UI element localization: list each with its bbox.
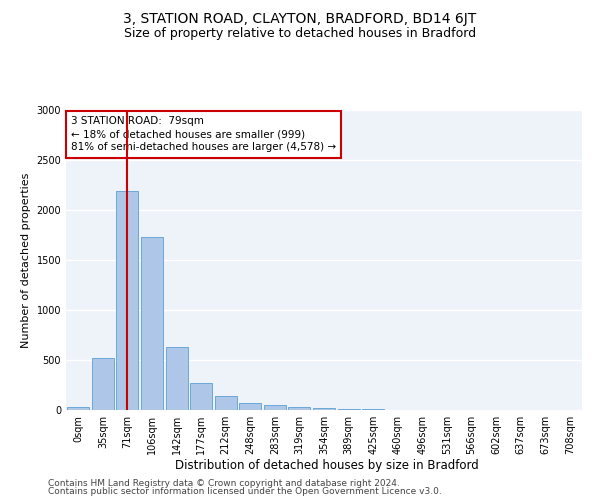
Bar bbox=[313, 408, 335, 410]
Text: Contains HM Land Registry data © Crown copyright and database right 2024.: Contains HM Land Registry data © Crown c… bbox=[48, 478, 400, 488]
Bar bbox=[264, 405, 286, 410]
Bar bbox=[338, 408, 359, 410]
Bar bbox=[166, 346, 188, 410]
Bar bbox=[289, 407, 310, 410]
Text: Distribution of detached houses by size in Bradford: Distribution of detached houses by size … bbox=[175, 460, 479, 472]
Text: Size of property relative to detached houses in Bradford: Size of property relative to detached ho… bbox=[124, 28, 476, 40]
Bar bbox=[116, 190, 139, 410]
Bar bbox=[67, 407, 89, 410]
Bar bbox=[215, 396, 237, 410]
Bar bbox=[92, 358, 114, 410]
Text: 3, STATION ROAD, CLAYTON, BRADFORD, BD14 6JT: 3, STATION ROAD, CLAYTON, BRADFORD, BD14… bbox=[124, 12, 476, 26]
Y-axis label: Number of detached properties: Number of detached properties bbox=[21, 172, 31, 348]
Bar bbox=[190, 383, 212, 410]
Bar bbox=[362, 409, 384, 410]
Bar bbox=[239, 403, 262, 410]
Text: Contains public sector information licensed under the Open Government Licence v3: Contains public sector information licen… bbox=[48, 487, 442, 496]
Text: 3 STATION ROAD:  79sqm
← 18% of detached houses are smaller (999)
81% of semi-de: 3 STATION ROAD: 79sqm ← 18% of detached … bbox=[71, 116, 336, 152]
Bar bbox=[141, 237, 163, 410]
